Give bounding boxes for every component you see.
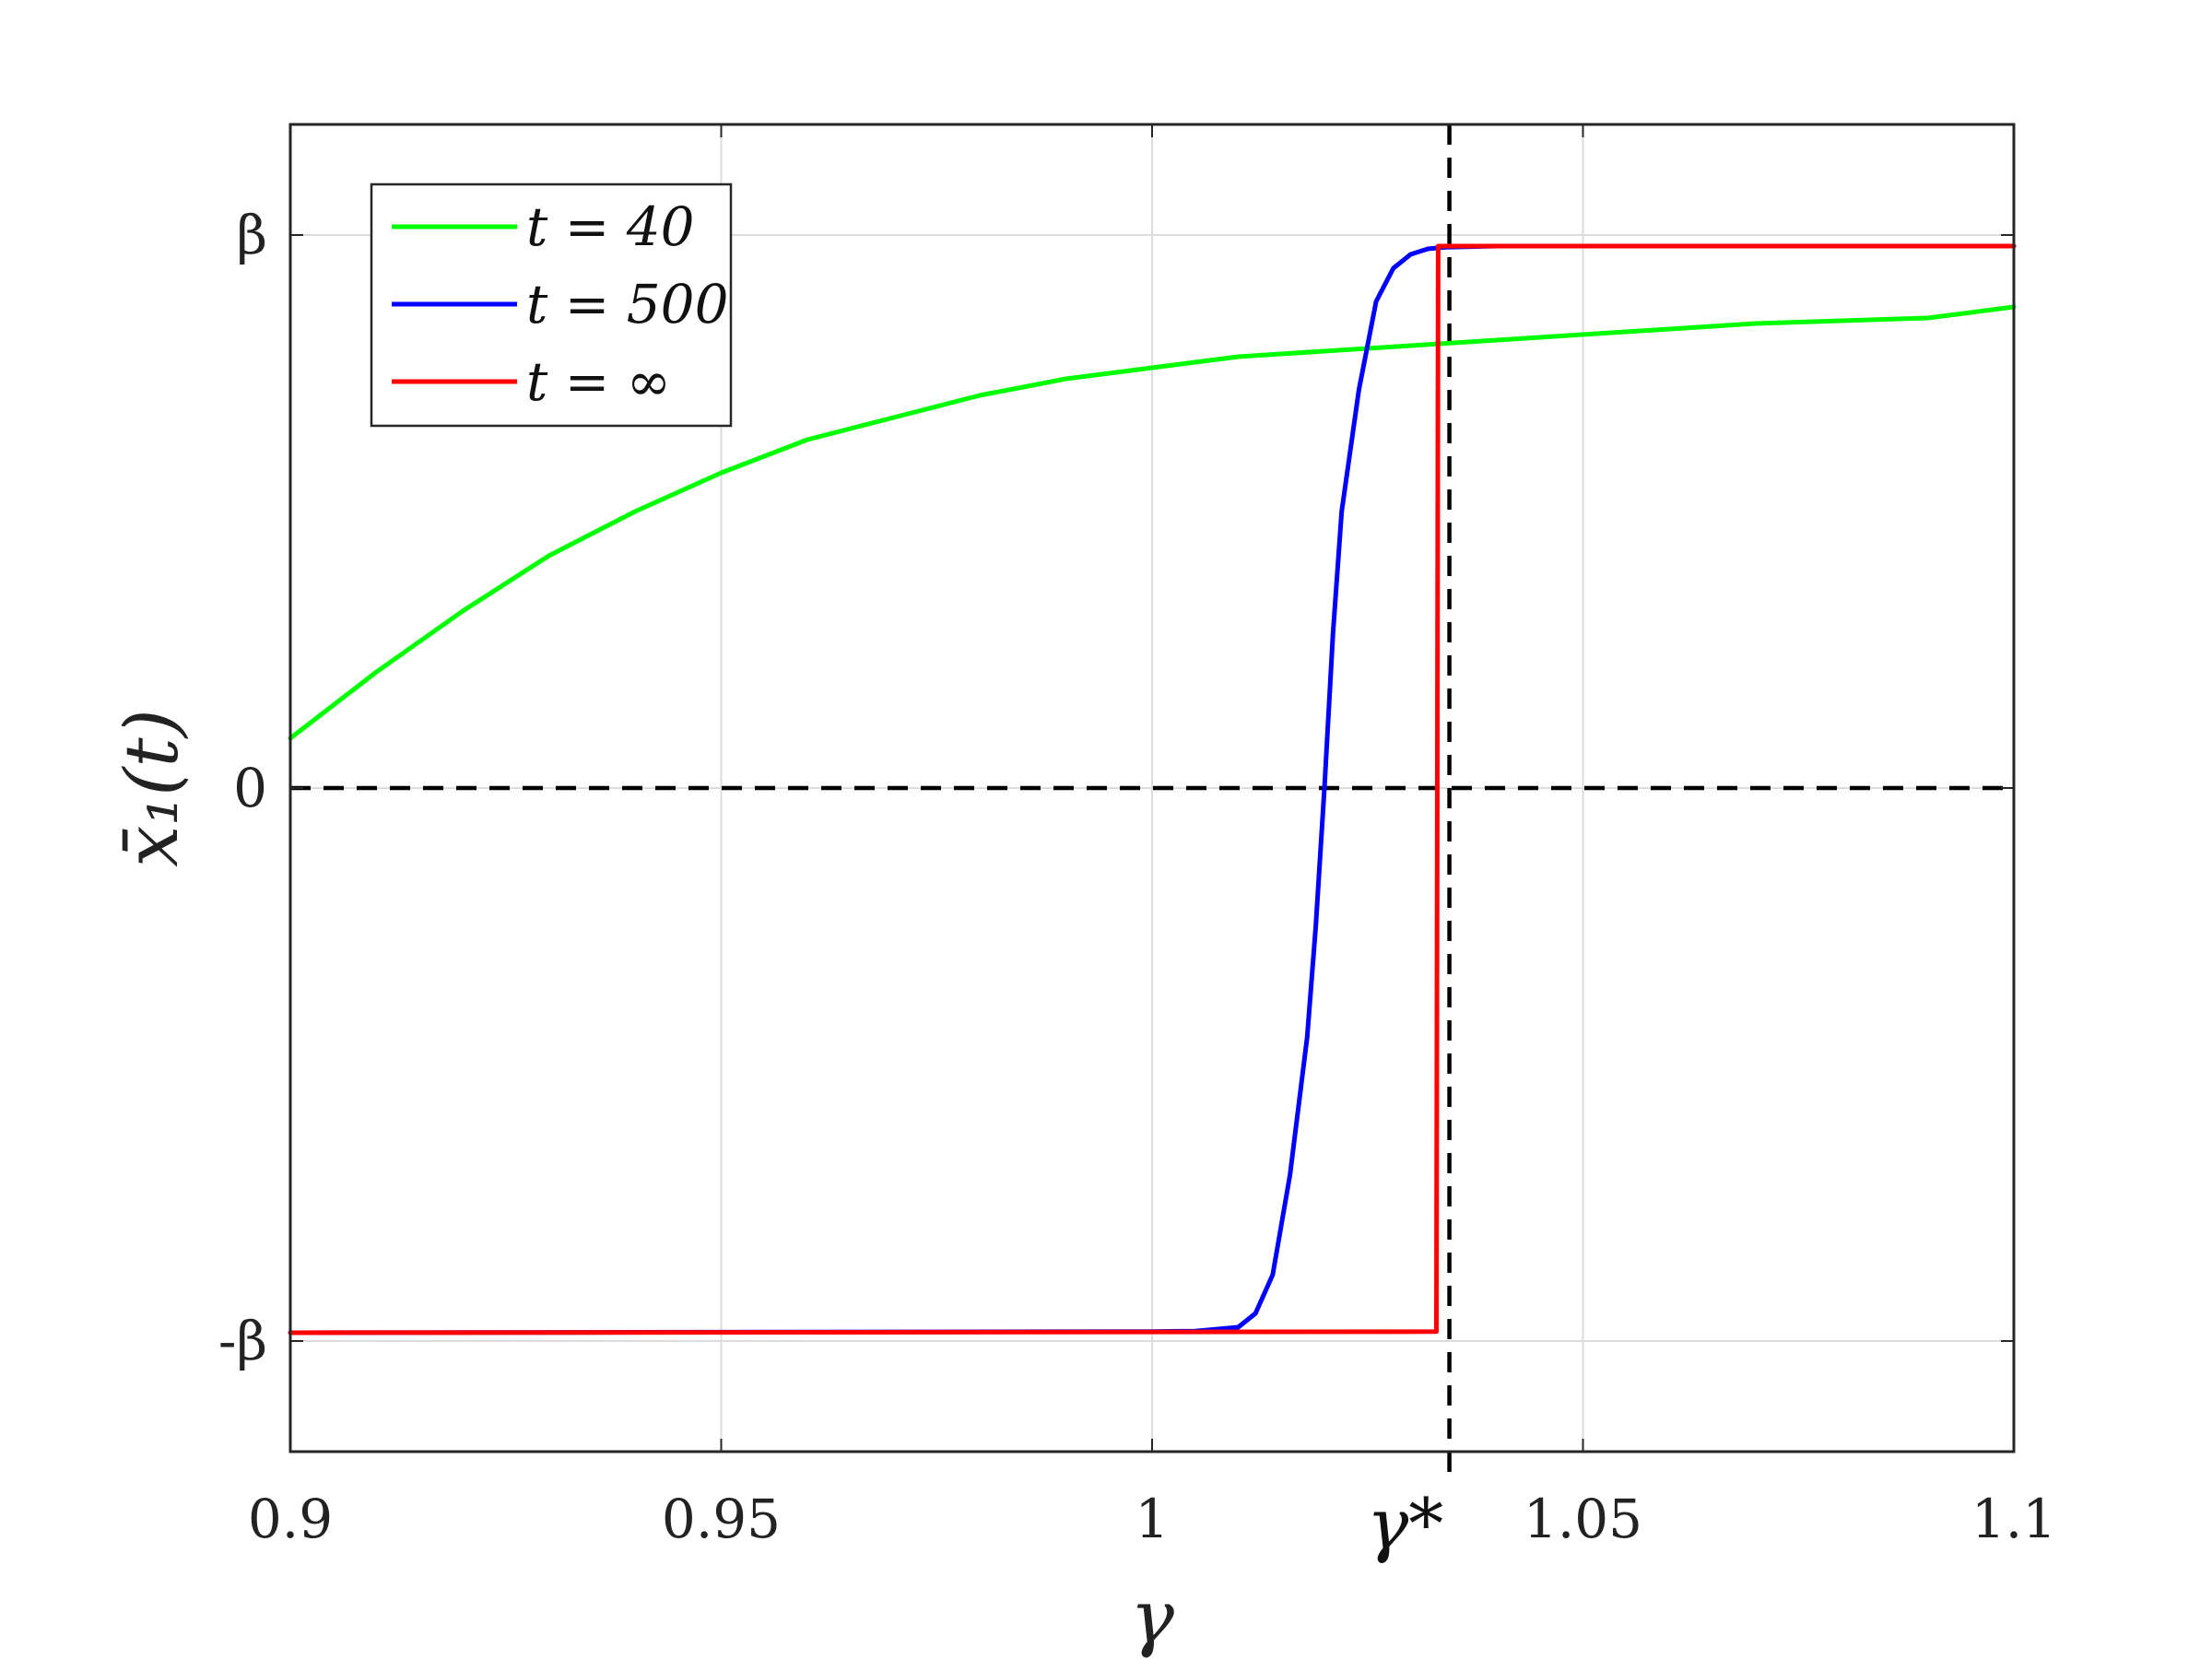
y-tick-label: 0 bbox=[233, 757, 267, 819]
gamma-star-label: γ* bbox=[1367, 1483, 1443, 1565]
legend: t = 40 t = 500 t = ∞ bbox=[370, 182, 733, 428]
x-tick-label: 1.1 bbox=[1971, 1488, 2056, 1550]
series-line-1 bbox=[288, 304, 2017, 741]
x-axis-label: γ bbox=[1130, 1574, 1174, 1659]
y-tick-label: -β bbox=[218, 1310, 267, 1372]
series-line-3 bbox=[288, 243, 2017, 1335]
series-layer bbox=[288, 243, 2017, 1335]
reference-lines bbox=[290, 124, 2014, 1479]
legend-label-2: t = 500 bbox=[526, 273, 728, 335]
x-tick-label: 0.9 bbox=[248, 1488, 333, 1550]
legend-label-3: t = ∞ bbox=[526, 350, 671, 413]
x-tick-label: 1.05 bbox=[1524, 1488, 1642, 1550]
x-tick-label: 1 bbox=[1135, 1488, 1170, 1550]
y-tick-label: β bbox=[236, 204, 267, 266]
x-tick-label: 0.95 bbox=[662, 1488, 781, 1550]
y-axis-label: x̄₁(t) bbox=[109, 709, 194, 867]
y-tick-labels: -β 0 β bbox=[218, 204, 267, 1372]
x-tick-labels: 0.9 0.95 1 1.05 1.1 bbox=[248, 1488, 2056, 1550]
legend-label-1: t = 40 bbox=[526, 195, 695, 258]
ticks bbox=[289, 124, 2015, 1452]
